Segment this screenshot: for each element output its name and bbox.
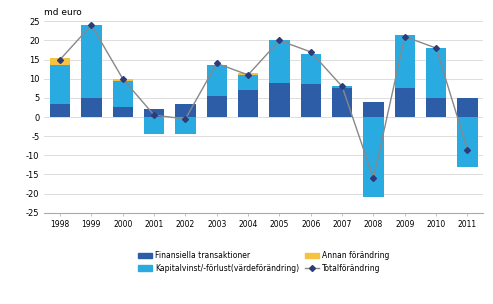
Bar bbox=[50, 58, 70, 65]
Bar bbox=[207, 96, 227, 117]
Bar bbox=[458, 98, 478, 117]
Bar bbox=[144, 117, 164, 134]
Bar bbox=[207, 65, 227, 96]
Legend: Finansiella transaktioner, Kapitalvinst/-förlust(värdeförändring), Annan förändr: Finansiella transaktioner, Kapitalvinst/… bbox=[138, 251, 389, 273]
Bar bbox=[112, 81, 133, 108]
Bar bbox=[112, 79, 133, 81]
Bar bbox=[50, 65, 70, 104]
Bar bbox=[175, 104, 196, 117]
Bar bbox=[394, 88, 415, 117]
Bar bbox=[426, 48, 446, 98]
Bar bbox=[332, 88, 352, 117]
Text: md euro: md euro bbox=[44, 9, 82, 17]
Bar bbox=[238, 90, 258, 117]
Bar bbox=[269, 83, 289, 117]
Bar bbox=[363, 102, 384, 117]
Bar bbox=[144, 109, 164, 117]
Bar bbox=[363, 117, 384, 198]
Bar bbox=[81, 98, 102, 117]
Bar bbox=[81, 25, 102, 98]
Bar bbox=[50, 104, 70, 117]
Bar bbox=[394, 35, 415, 88]
Bar bbox=[458, 117, 478, 167]
Bar bbox=[426, 98, 446, 117]
Bar bbox=[269, 40, 289, 83]
Bar bbox=[238, 73, 258, 75]
Bar bbox=[301, 85, 321, 117]
Bar bbox=[301, 54, 321, 85]
Bar bbox=[332, 86, 352, 88]
Bar bbox=[238, 75, 258, 90]
Bar bbox=[112, 108, 133, 117]
Bar bbox=[175, 117, 196, 134]
